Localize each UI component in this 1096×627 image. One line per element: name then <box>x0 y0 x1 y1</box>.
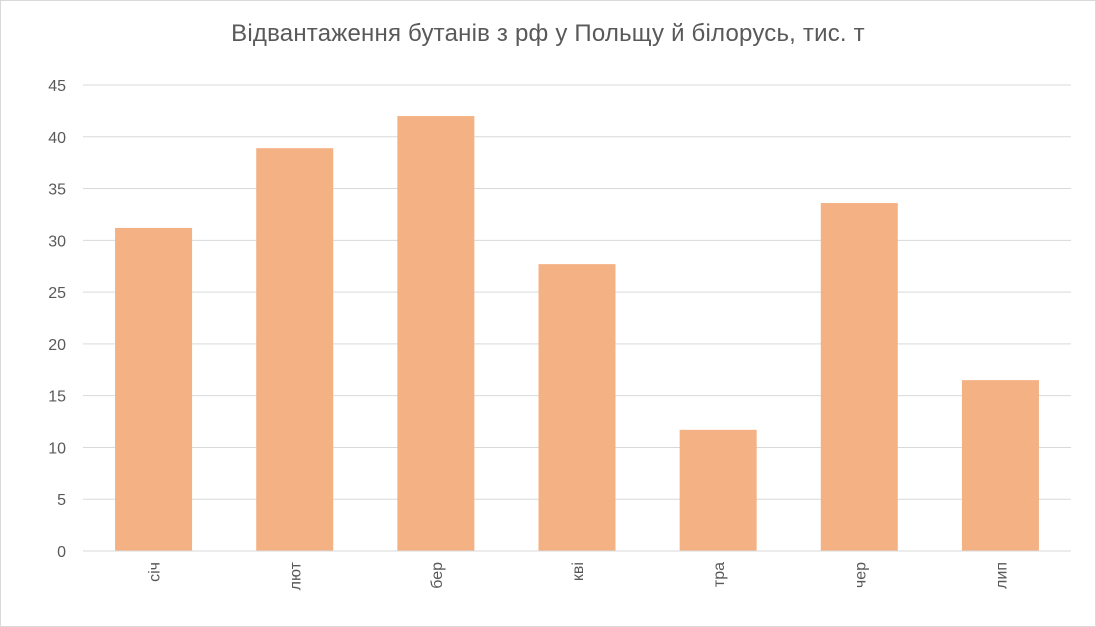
bar-2 <box>256 148 334 551</box>
y-tick-label: 30 <box>48 233 66 250</box>
y-tick-label: 35 <box>48 182 66 199</box>
y-tick-label: 25 <box>48 285 66 302</box>
x-tick-label: кві <box>570 562 587 581</box>
x-tick-label: тра <box>711 562 728 587</box>
y-axis-tick-labels: 0 5 10 15 20 25 30 35 40 45 <box>48 78 66 561</box>
bar-1 <box>115 227 193 551</box>
y-tick-label: 40 <box>48 130 66 147</box>
bars <box>115 116 1039 552</box>
bar-7 <box>961 380 1039 551</box>
x-tick-label: лют <box>288 561 305 590</box>
bar-4 <box>538 264 616 551</box>
bar-3 <box>397 116 475 552</box>
y-tick-label: 0 <box>57 544 66 561</box>
x-tick-label: січ <box>147 562 164 582</box>
y-tick-label: 20 <box>48 337 66 354</box>
x-tick-label: бер <box>429 562 446 589</box>
x-axis-tick-labels: січ лют бер кві тра чер лип <box>147 561 1011 590</box>
y-tick-label: 5 <box>57 492 66 509</box>
y-tick-label: 10 <box>48 440 66 457</box>
y-tick-label: 45 <box>48 78 66 95</box>
bar-6 <box>820 203 898 551</box>
chart-title: Відвантаження бутанів з рф у Польщу й бі… <box>231 20 865 47</box>
y-tick-label: 15 <box>48 389 66 406</box>
x-tick-label: чер <box>852 562 869 588</box>
bar-5 <box>679 429 757 551</box>
x-tick-label: лип <box>993 562 1010 589</box>
